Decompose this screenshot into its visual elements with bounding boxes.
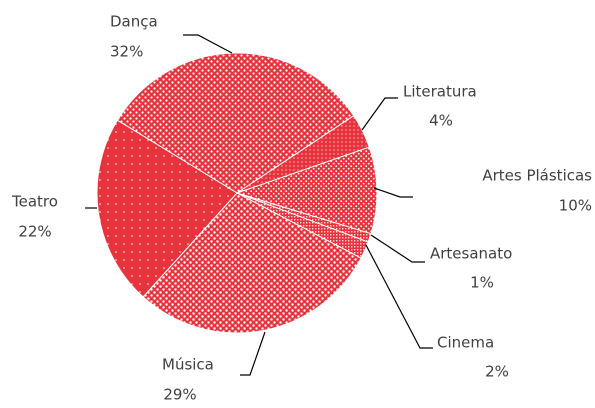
leader-line	[365, 244, 433, 349]
leader-line	[361, 97, 398, 131]
value-label: 22%	[18, 223, 51, 241]
value-label: 10%	[559, 197, 592, 215]
category-label: Artes Plásticas	[482, 167, 592, 185]
category-label: Música	[162, 356, 214, 374]
leader-line	[370, 234, 425, 263]
pie-slice	[235, 146, 378, 235]
pie-slice	[116, 52, 355, 194]
value-label: 1%	[470, 274, 494, 292]
pie-slice	[142, 192, 362, 334]
category-label: Dança	[110, 13, 158, 31]
category-label: Teatro	[11, 193, 58, 211]
leader-line	[183, 34, 233, 54]
category-label: Artesanato	[430, 245, 512, 263]
value-label: 2%	[485, 363, 509, 381]
value-label: 32%	[110, 43, 143, 61]
category-label: Cinema	[437, 334, 494, 352]
pie-slice	[96, 119, 238, 298]
leader-line	[240, 331, 266, 376]
value-label: 29%	[163, 386, 196, 404]
leader-line	[373, 187, 413, 198]
value-label: 4%	[429, 112, 453, 130]
category-label: Literatura	[403, 83, 477, 101]
